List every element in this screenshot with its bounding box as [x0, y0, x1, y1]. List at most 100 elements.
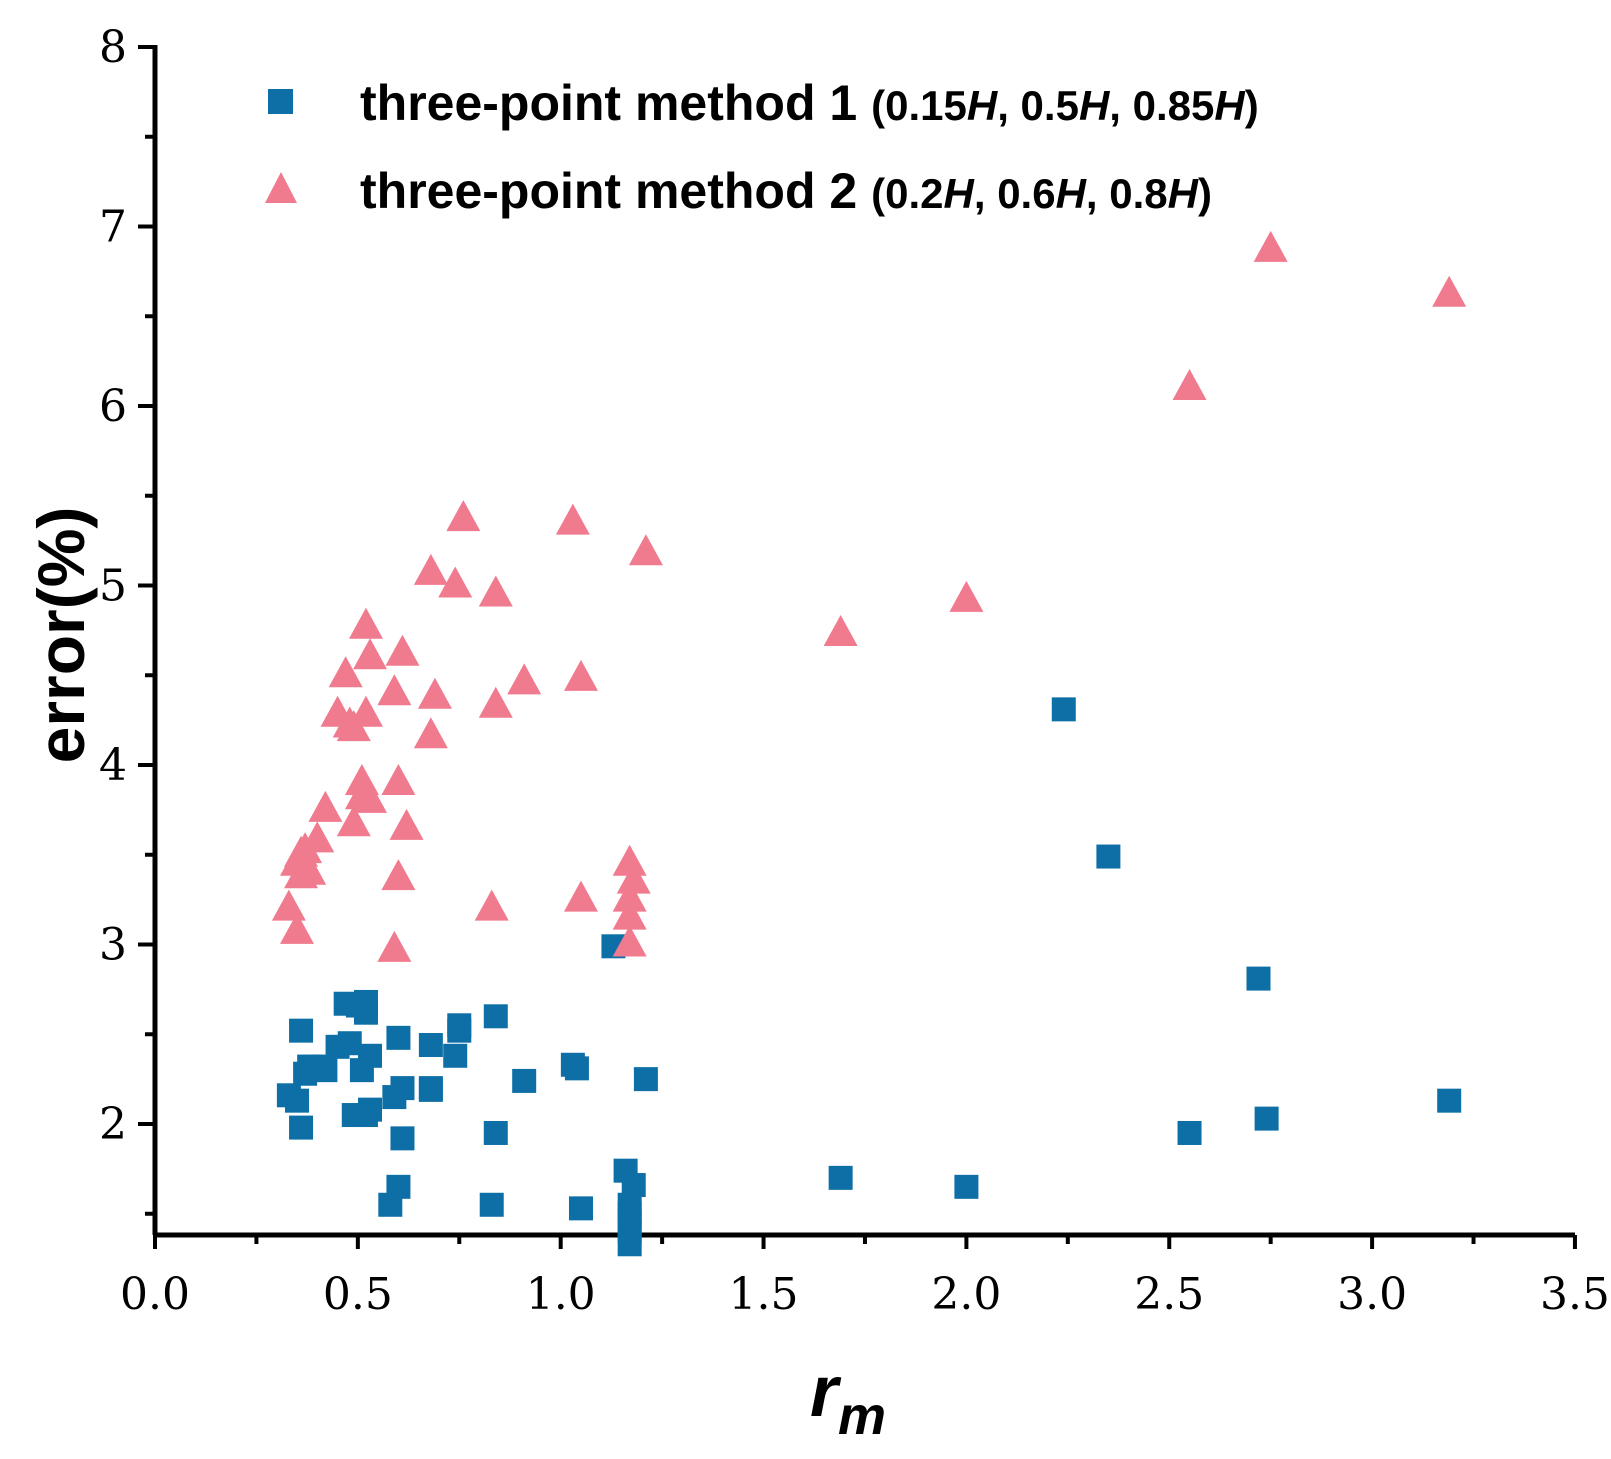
legend-param-part: ( — [871, 170, 885, 217]
data-point-square — [390, 1126, 415, 1151]
legend-param-part: 0.5 — [1021, 82, 1079, 129]
data-point-triangle — [563, 659, 598, 691]
data-point-square — [353, 1000, 378, 1025]
legend-param-part: , — [974, 170, 997, 217]
data-point-triangle — [336, 805, 371, 837]
legend-param-part: , — [1086, 170, 1109, 217]
data-point-square — [358, 1097, 383, 1122]
legend-param-part: H — [1168, 170, 1200, 217]
y-tick-label: 3 — [99, 920, 127, 971]
data-point-triangle — [1172, 369, 1207, 401]
data-point-triangle — [446, 500, 481, 532]
x-tick-label: 2.0 — [931, 1269, 1001, 1320]
series-three-point-method-1 — [276, 697, 1462, 1257]
data-point-square — [386, 1025, 411, 1050]
data-point-triangle — [1253, 230, 1288, 262]
data-point-triangle — [300, 821, 335, 853]
data-point-square — [621, 1173, 646, 1198]
data-point-triangle — [563, 880, 598, 912]
legend-param-part: H — [967, 82, 999, 129]
data-point-triangle — [555, 503, 590, 535]
legend-param-part: 0.85 — [1133, 82, 1215, 129]
data-point-triangle — [328, 656, 363, 688]
data-point-triangle — [474, 889, 509, 921]
data-point-triangle — [353, 781, 388, 813]
data-point-square — [337, 1031, 362, 1056]
data-point-triangle — [292, 853, 327, 885]
legend-param-part: H — [1214, 82, 1246, 129]
data-point-triangle — [1432, 275, 1467, 307]
data-point-triangle — [949, 580, 984, 612]
x-tick-label: 1.5 — [729, 1269, 799, 1320]
legend-param-part: 0.8 — [1109, 170, 1167, 217]
y-tick-label: 7 — [99, 202, 127, 253]
data-point-square — [1051, 697, 1076, 722]
data-point-triangle — [612, 880, 647, 912]
legend-param-part: 0.6 — [997, 170, 1055, 217]
x-tick-label: 2.5 — [1134, 1269, 1204, 1320]
legend-param-part: H — [1079, 82, 1111, 129]
y-tick-label: 4 — [99, 740, 127, 791]
data-point-square — [1437, 1088, 1462, 1113]
legend-series-name: three-point method 1 — [360, 75, 871, 131]
series-three-point-method-2 — [271, 230, 1467, 962]
data-point-triangle — [385, 634, 420, 666]
x-tick-label: 1.0 — [526, 1269, 596, 1320]
x-tick-label: 3.5 — [1540, 1269, 1610, 1320]
data-point-square — [828, 1165, 853, 1190]
data-point-triangle — [308, 790, 343, 822]
y-tick-label: 8 — [99, 22, 127, 73]
data-point-triangle — [389, 808, 424, 840]
data-point-triangle — [417, 677, 452, 709]
data-point-triangle — [628, 534, 663, 566]
data-point-square — [313, 1058, 338, 1083]
data-point-triangle — [348, 695, 383, 727]
x-axis-title-subscript: m — [838, 1386, 886, 1446]
data-point-square — [512, 1068, 537, 1093]
data-point-square — [289, 1115, 314, 1140]
data-point-triangle — [612, 844, 647, 876]
data-point-square — [386, 1174, 411, 1199]
data-point-triangle — [353, 638, 388, 670]
legend-param-part: ) — [1198, 170, 1212, 217]
data-point-triangle — [377, 930, 412, 962]
legend-label-method-2: three-point method 2 (0.2H, 0.6H, 0.8H) — [360, 163, 1212, 219]
data-point-triangle — [612, 898, 647, 930]
legend-param-part: , — [997, 82, 1020, 129]
x-tick-label: 3.0 — [1337, 1269, 1407, 1320]
data-point-square — [447, 1013, 472, 1038]
data-point-triangle — [377, 674, 412, 706]
legend-label-method-1: three-point method 1 (0.15H, 0.5H, 0.85H… — [360, 75, 1259, 131]
data-point-square — [418, 1033, 443, 1058]
data-point-triangle — [413, 717, 448, 749]
x-axis-title-main: r — [810, 1352, 842, 1432]
legend-param-part: H — [1056, 170, 1088, 217]
data-point-triangle — [438, 566, 473, 598]
data-point-triangle — [381, 859, 416, 891]
data-point-square — [289, 1018, 314, 1043]
data-point-square — [564, 1056, 589, 1081]
legend-param-part: ( — [871, 82, 885, 129]
data-point-triangle — [616, 862, 651, 894]
data-point-square — [483, 1120, 508, 1145]
x-axis-title: rm — [810, 1352, 886, 1446]
legend-series-name: three-point method 2 — [360, 163, 871, 219]
legend-param-part: 0.2 — [885, 170, 943, 217]
data-point-square — [1096, 844, 1121, 869]
legend-param-part: ) — [1245, 82, 1259, 129]
data-point-square — [954, 1174, 979, 1199]
x-tick-label: 0.5 — [323, 1269, 393, 1320]
data-point-square — [418, 1076, 443, 1101]
y-tick-label: 6 — [99, 381, 127, 432]
data-point-square — [443, 1043, 468, 1068]
legend-param-part: , — [1109, 82, 1132, 129]
data-point-square — [1177, 1120, 1202, 1145]
data-point-square — [568, 1196, 593, 1221]
ticks: 0.0 0.5 1.0 1.5 2.0 2.5 3.0 3.5 2 3 4 5 6 7 8 — [99, 22, 1610, 1320]
data-point-triangle — [279, 912, 314, 944]
data-point-square — [1254, 1106, 1279, 1131]
data-point-square — [1246, 966, 1271, 991]
legend-marker-method-2 — [265, 172, 297, 203]
data-point-square — [390, 1076, 415, 1101]
